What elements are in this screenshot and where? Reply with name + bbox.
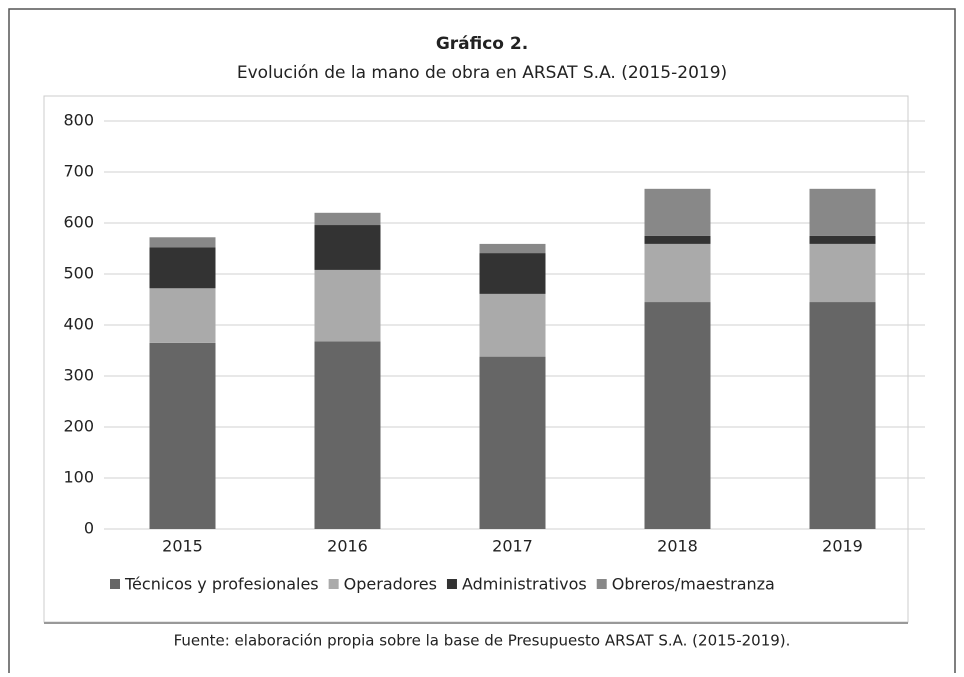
x-tick-label: 2019 (822, 537, 863, 556)
y-tick-label: 200 (63, 417, 94, 436)
bar-segment (644, 188, 711, 236)
bar-segment (149, 342, 216, 529)
y-tick-label: 800 (63, 111, 94, 130)
bar-segment (314, 212, 381, 226)
bar-segment (479, 293, 546, 357)
y-tick-label: 0 (84, 519, 94, 538)
bar-segment (809, 235, 876, 244)
legend-label: Técnicos y profesionales (124, 575, 319, 594)
bar-segment (809, 188, 876, 236)
x-tick-label: 2016 (327, 537, 368, 556)
x-tick-label: 2017 (492, 537, 533, 556)
chart-subtitle: Evolución de la mano de obra en ARSAT S.… (237, 63, 727, 83)
bar-segment (479, 243, 546, 254)
legend-label: Operadores (344, 575, 437, 594)
legend-swatch (328, 579, 339, 589)
bar-segment (644, 302, 711, 529)
bar-segment (314, 269, 381, 342)
y-tick-label: 100 (63, 468, 94, 487)
bar-segment (479, 356, 546, 529)
y-tick-label: 400 (63, 315, 94, 334)
legend-label: Administrativos (462, 575, 587, 594)
x-tick-label: 2015 (162, 537, 203, 556)
bar-segment (149, 237, 216, 248)
y-tick-label: 700 (63, 162, 94, 181)
chart-title: Gráfico 2. (436, 34, 528, 54)
bar-segment (644, 243, 711, 303)
y-tick-label: 300 (63, 366, 94, 385)
bar-segment (314, 341, 381, 529)
bar-segment (479, 253, 546, 294)
bar-segment (809, 243, 876, 303)
legend-label: Obreros/maestranza (612, 575, 775, 594)
legend-swatch (446, 579, 457, 589)
source-note: Fuente: elaboración propia sobre la base… (174, 632, 791, 650)
x-tick-label: 2018 (657, 537, 698, 556)
bar-segment (809, 302, 876, 529)
bar-segment (644, 235, 711, 244)
legend-swatch (110, 579, 120, 589)
y-tick-label: 600 (63, 213, 94, 232)
bar-segment (149, 247, 216, 289)
legend-swatch (596, 579, 607, 589)
y-tick-label: 500 (63, 264, 94, 283)
bar-segment (314, 225, 381, 270)
bar-segment (149, 288, 216, 343)
frame (8, 8, 956, 673)
